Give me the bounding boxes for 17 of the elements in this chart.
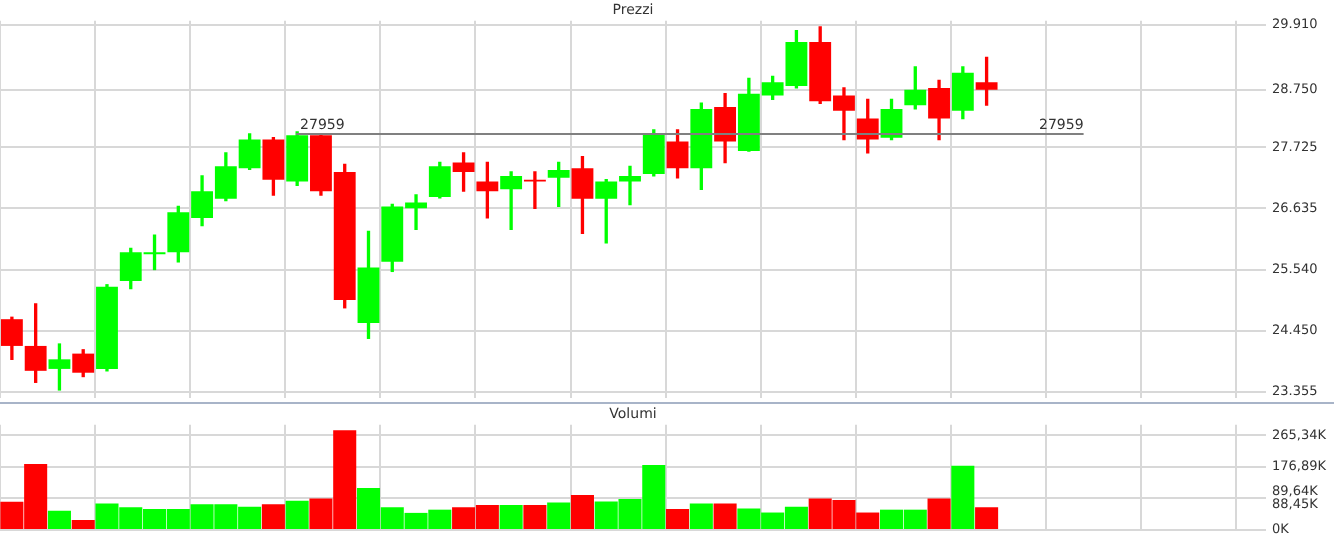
candlestick [500,171,523,231]
bar [713,503,737,529]
bar [261,504,285,529]
bar [927,498,951,529]
bar [523,505,547,529]
bar [499,505,523,529]
candlestick [619,165,641,206]
bar [951,465,975,529]
bar [285,500,309,529]
candlestick [523,171,546,209]
bar [975,507,999,529]
bar [570,495,594,529]
bar [47,510,71,529]
bar [666,508,690,529]
bar [547,502,571,529]
bar [689,503,713,529]
bar [71,520,95,529]
